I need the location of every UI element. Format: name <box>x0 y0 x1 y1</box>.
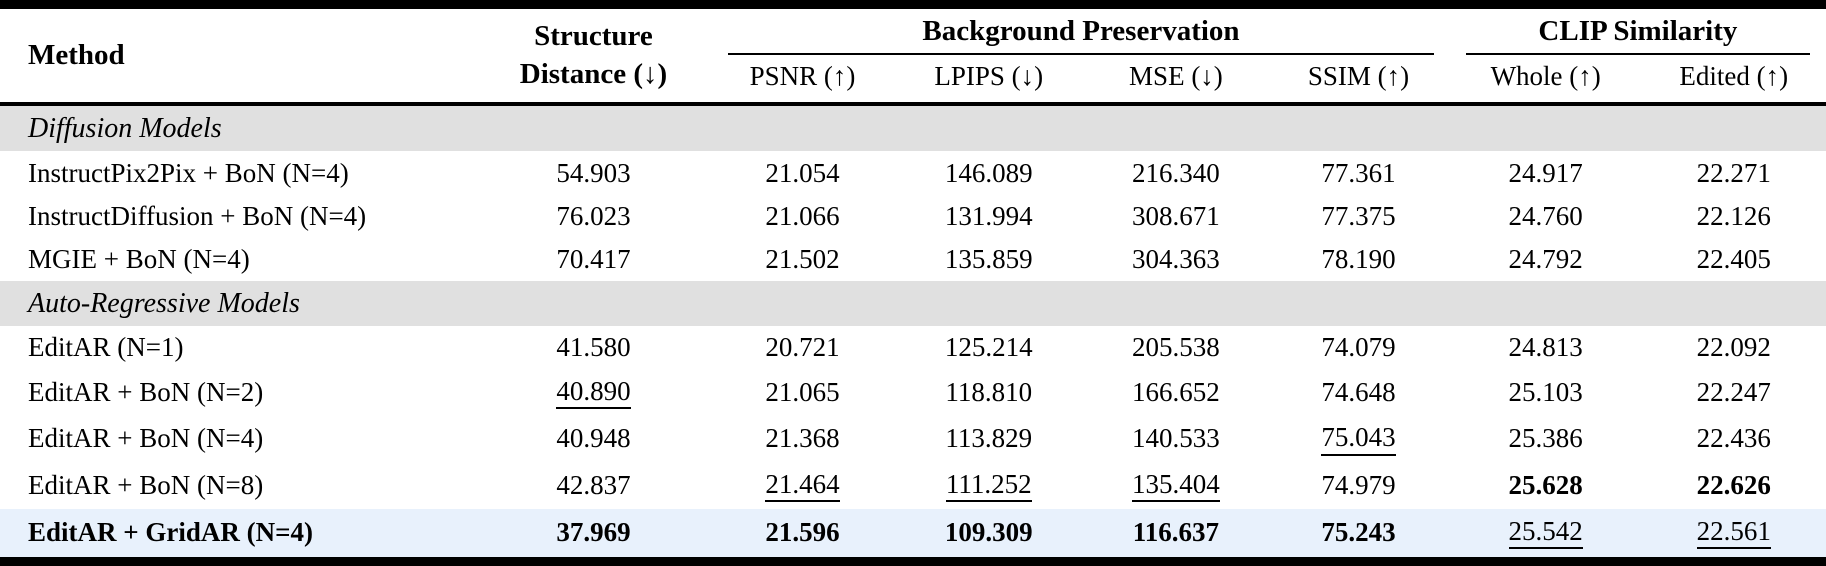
value-cell: 20.721 <box>765 331 840 362</box>
value-cell: 75.043 <box>1267 416 1450 463</box>
value-cell: 74.648 <box>1321 376 1396 407</box>
value-cell: 74.979 <box>1321 469 1396 500</box>
group-header-row: Method Structure Distance (↓) Background… <box>0 4 1826 106</box>
value-cell: 113.829 <box>945 423 1033 454</box>
value-cell: 78.190 <box>1321 244 1396 275</box>
value-cell: 22.271 <box>1696 157 1771 188</box>
value-cell: 21.066 <box>765 200 840 231</box>
value-cell: 21.054 <box>765 157 840 188</box>
table-row: MGIE + BoN (N=4) 70.417 21.502 135.859 304.3… <box>0 238 1826 281</box>
value-cell: 21.596 <box>712 508 893 562</box>
method-cell: EditAR + BoN (N=4) <box>28 423 264 454</box>
value-cell: 37.969 <box>474 508 713 562</box>
method-cell: InstructDiffusion + BoN (N=4) <box>28 200 367 231</box>
column-header-lpips: LPIPS (↓) <box>892 55 1085 106</box>
method-cell: EditAR + GridAR (N=4) <box>0 508 475 562</box>
value-cell: 25.628 <box>1508 469 1583 500</box>
value-cell: 77.361 <box>1321 157 1396 188</box>
group-header-background-preservation: Background Preservation <box>712 5 1450 55</box>
value-cell: 116.637 <box>1084 508 1268 562</box>
value-cell: 25.103 <box>1508 376 1583 407</box>
value-cell: 21.502 <box>765 244 840 275</box>
value-cell: 75.243 <box>1267 508 1450 562</box>
table-body: Diffusion Models InstructPix2Pix + BoN (N… <box>0 104 1826 562</box>
table-row: EditAR (N=1) 41.580 20.721 125.214 205.538 74… <box>0 326 1826 369</box>
column-header-edited: Edited (↑) <box>1641 55 1826 106</box>
value-cell: 140.533 <box>1132 423 1220 454</box>
table-header: Method Structure Distance (↓) Background… <box>0 4 1826 106</box>
value-cell: 24.917 <box>1508 157 1583 188</box>
section-label: Auto-Regressive Models <box>0 281 1826 326</box>
value-cell: 308.671 <box>1132 200 1220 231</box>
value-cell: 22.405 <box>1696 244 1771 275</box>
section-row: Diffusion Models <box>0 104 1826 152</box>
value-cell: 40.948 <box>556 423 631 454</box>
value-cell: 22.561 <box>1641 508 1826 562</box>
group-label: Background Preservation <box>728 15 1434 55</box>
value-cell: 22.247 <box>1696 376 1771 407</box>
table-row: EditAR + BoN (N=8) 42.837 21.464 111.252 135… <box>0 462 1826 509</box>
value-cell: 41.580 <box>556 331 631 362</box>
value-cell: 146.089 <box>944 157 1033 188</box>
value-cell: 24.792 <box>1508 244 1583 275</box>
structure-label-line2: Distance (↓) <box>519 57 668 90</box>
value-cell: 166.652 <box>1132 376 1220 407</box>
value-cell: 21.065 <box>765 376 840 407</box>
value-cell: 216.340 <box>1132 157 1220 188</box>
method-cell: MGIE + BoN (N=4) <box>28 244 250 275</box>
group-label: CLIP Similarity <box>1465 15 1810 55</box>
value-cell: 118.810 <box>945 376 1033 407</box>
table-row: InstructDiffusion + BoN (N=4) 76.023 21.06… <box>0 195 1826 238</box>
column-header-whole: Whole (↑) <box>1449 55 1642 106</box>
value-cell: 131.994 <box>944 200 1033 231</box>
value-cell: 40.890 <box>475 369 712 416</box>
sub-header-row: PSNR (↑) LPIPS (↓) MSE (↓) SSIM (↑) Whol… <box>0 55 1826 106</box>
table-row: EditAR + GridAR (N=4) 37.969 21.596 109.309… <box>0 508 1826 562</box>
column-header-psnr: PSNR (↑) <box>712 55 893 106</box>
value-cell: 205.538 <box>1132 331 1220 362</box>
table-row: InstructPix2Pix + BoN (N=4) 54.903 21.054 1… <box>0 151 1826 194</box>
value-cell: 22.626 <box>1696 469 1771 500</box>
value-cell: 21.464 <box>712 462 893 509</box>
value-cell: 74.079 <box>1321 331 1396 362</box>
table-row: EditAR + BoN (N=4) 40.948 21.368 113.829 140… <box>0 416 1826 463</box>
value-cell: 24.813 <box>1508 331 1583 362</box>
column-header-mse: MSE (↓) <box>1084 55 1268 106</box>
method-cell: EditAR + BoN (N=2) <box>28 376 264 407</box>
value-cell: 109.309 <box>892 508 1085 562</box>
value-cell: 125.214 <box>944 331 1033 362</box>
value-cell: 25.386 <box>1508 423 1583 454</box>
value-cell: 77.375 <box>1321 200 1396 231</box>
value-cell: 21.368 <box>765 423 840 454</box>
method-cell: EditAR (N=1) <box>28 331 184 362</box>
section-row: Auto-Regressive Models <box>0 281 1826 326</box>
value-cell: 76.023 <box>556 200 631 231</box>
column-header-structure-distance: Structure Distance (↓) <box>474 4 713 106</box>
value-cell: 54.903 <box>556 157 631 188</box>
column-header-ssim: SSIM (↑) <box>1267 55 1450 106</box>
value-cell: 111.252 <box>893 462 1085 509</box>
value-cell: 25.542 <box>1449 508 1642 562</box>
value-cell: 135.859 <box>944 244 1033 275</box>
group-header-clip-similarity: CLIP Similarity <box>1450 5 1826 55</box>
value-cell: 22.436 <box>1696 423 1771 454</box>
value-cell: 24.760 <box>1508 200 1583 231</box>
method-cell: InstructPix2Pix + BoN (N=4) <box>28 157 349 188</box>
value-cell: 22.092 <box>1696 331 1771 362</box>
value-cell: 22.126 <box>1696 200 1771 231</box>
structure-label-line1: Structure <box>534 20 653 53</box>
section-label: Diffusion Models <box>0 104 1826 152</box>
value-cell: 42.837 <box>556 469 631 500</box>
value-cell: 304.363 <box>1132 244 1220 275</box>
table-row: EditAR + BoN (N=2) 40.890 21.065 118.810 166… <box>0 369 1826 416</box>
method-cell: EditAR + BoN (N=8) <box>28 469 264 500</box>
value-cell: 135.404 <box>1085 462 1268 509</box>
value-cell: 70.417 <box>556 244 631 275</box>
column-header-method: Method <box>0 4 475 106</box>
